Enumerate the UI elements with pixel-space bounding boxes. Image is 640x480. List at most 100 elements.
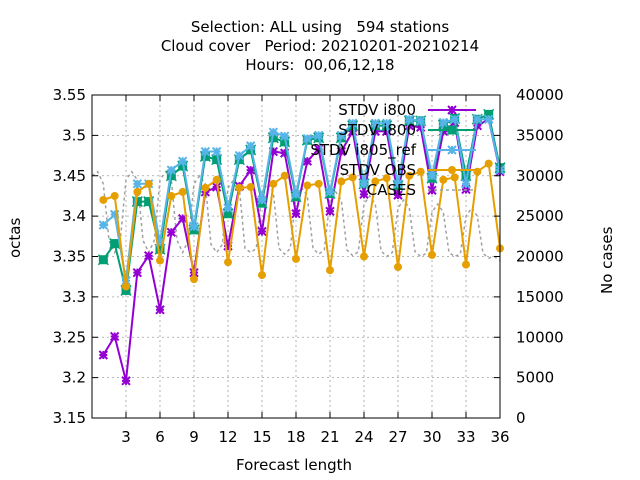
legend-label-3: STDV OBS — [340, 161, 416, 179]
data-point-3 — [110, 191, 119, 200]
legend-label-4: CASES — [367, 181, 416, 199]
data-point-3 — [382, 174, 391, 183]
data-point-3 — [303, 181, 312, 190]
data-point-0 — [211, 182, 222, 192]
data-point-2 — [483, 114, 494, 124]
data-point-2 — [438, 117, 449, 128]
y-tick-label: 3.4 — [62, 207, 86, 225]
data-point-2 — [461, 179, 471, 189]
series-line-2 — [102, 117, 501, 281]
y-tick-label: 3.5 — [62, 126, 86, 144]
data-point-0 — [177, 213, 188, 224]
y2-tick-label: 30000 — [516, 167, 564, 185]
data-point-3 — [416, 167, 425, 176]
data-point-2 — [98, 220, 109, 230]
chart-title-line-2: Cloud cover Period: 20210201-20210214 — [160, 37, 480, 55]
data-point-2 — [132, 179, 143, 189]
data-point-0 — [302, 156, 313, 166]
series-1 — [97, 108, 506, 296]
data-point-3 — [212, 175, 221, 184]
axis-ticks: 3 6 9 12 15 18 21 24 27 30 33 363.153.23.253.33.353… — [53, 86, 564, 446]
data-point-0 — [257, 226, 267, 237]
data-point-3 — [405, 171, 414, 180]
data-point-2 — [155, 237, 165, 247]
series-3 — [99, 159, 504, 291]
data-point-1-cross — [97, 254, 109, 266]
y-tick-label: 3.3 — [62, 288, 86, 306]
data-point-3 — [201, 183, 210, 192]
data-point-0 — [166, 227, 177, 237]
data-point-1-cross — [109, 238, 121, 250]
data-point-2 — [245, 141, 256, 151]
data-point-3 — [156, 256, 164, 265]
y-tick-label: 3.55 — [53, 86, 86, 104]
data-point-2 — [109, 209, 120, 220]
data-point-0 — [268, 146, 279, 157]
y2-tick-label: 5000 — [516, 369, 554, 387]
y2-axis-title: No cases — [598, 226, 616, 294]
y2-tick-label: 40000 — [516, 86, 564, 104]
series-2 — [98, 114, 505, 286]
data-point-2 — [279, 131, 290, 141]
data-point-0 — [336, 146, 347, 157]
legend-label-0: STDV i800 — [338, 101, 416, 119]
data-point-2 — [359, 179, 369, 189]
x-tick-label: 12 — [218, 428, 237, 446]
data-point-0 — [427, 185, 437, 195]
data-point-3 — [450, 173, 459, 182]
data-point-3 — [473, 167, 482, 176]
x-tick-label: 24 — [354, 428, 373, 446]
x-tick-label: 3 — [121, 428, 131, 446]
y-tick-label: 3.45 — [53, 167, 86, 185]
data-point-2 — [189, 221, 199, 232]
y-tick-label: 3.35 — [53, 248, 86, 266]
data-point-3 — [280, 171, 289, 180]
data-point-3 — [144, 179, 153, 188]
data-point-0 — [370, 126, 381, 137]
data-point-3 — [258, 271, 266, 280]
x-tick-label: 27 — [388, 428, 407, 446]
data-point-2 — [472, 114, 483, 124]
data-point-1-cross — [460, 170, 472, 182]
data-point-3 — [269, 179, 278, 188]
data-point-2 — [325, 187, 335, 197]
y2-tick-label: 0 — [516, 409, 526, 427]
x-tick-label: 6 — [155, 428, 165, 446]
chart-title-line-1: Selection: ALL using 594 stations — [190, 18, 450, 36]
data-point-0 — [279, 148, 290, 158]
x-tick-label: 30 — [422, 428, 441, 446]
x-tick-label: 33 — [456, 428, 475, 446]
data-point-0 — [109, 331, 120, 342]
data-point-0 — [438, 126, 449, 137]
x-tick-label: 21 — [320, 428, 339, 446]
y2-tick-label: 10000 — [516, 328, 564, 346]
x-tick-label: 9 — [189, 428, 199, 446]
data-point-3 — [394, 262, 402, 271]
data-point-0 — [347, 126, 358, 137]
data-point-3 — [99, 195, 108, 204]
data-point-3 — [428, 250, 436, 259]
data-point-2 — [313, 130, 324, 141]
data-point-3 — [292, 254, 300, 263]
data-point-2 — [291, 189, 301, 200]
data-point-3 — [224, 258, 232, 267]
data-point-3 — [235, 183, 244, 192]
data-point-0 — [98, 350, 109, 360]
data-point-2 — [427, 171, 437, 181]
data-point-3 — [439, 175, 448, 184]
y-tick-label: 3.15 — [53, 409, 86, 427]
data-point-2 — [200, 146, 211, 157]
data-point-2 — [211, 146, 222, 157]
data-point-3 — [122, 282, 130, 291]
data-point-2 — [404, 114, 415, 124]
data-point-2 — [381, 118, 392, 128]
data-point-0 — [359, 189, 369, 200]
data-point-3 — [314, 179, 323, 188]
data-point-0 — [393, 190, 403, 200]
data-point-3 — [371, 177, 380, 186]
data-point-2 — [302, 133, 313, 144]
data-point-0 — [325, 206, 335, 216]
x-tick-label: 15 — [252, 428, 271, 446]
